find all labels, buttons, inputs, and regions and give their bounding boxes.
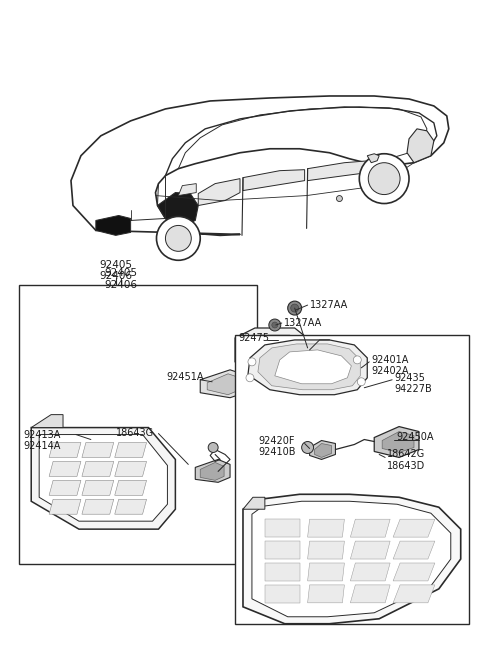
Polygon shape xyxy=(350,519,390,537)
Polygon shape xyxy=(200,370,245,398)
Circle shape xyxy=(156,216,200,260)
Polygon shape xyxy=(308,541,344,559)
Text: 92405: 92405 xyxy=(99,260,132,271)
Polygon shape xyxy=(350,541,390,559)
Polygon shape xyxy=(243,495,461,624)
Polygon shape xyxy=(200,462,224,480)
Polygon shape xyxy=(265,541,300,559)
Polygon shape xyxy=(265,585,300,603)
Polygon shape xyxy=(96,215,131,235)
Circle shape xyxy=(246,374,254,382)
Polygon shape xyxy=(243,170,305,191)
Polygon shape xyxy=(19,285,257,564)
Polygon shape xyxy=(82,480,114,495)
Text: 92405
92406: 92405 92406 xyxy=(104,269,137,290)
Circle shape xyxy=(360,154,409,204)
Polygon shape xyxy=(115,499,146,514)
Circle shape xyxy=(301,357,308,363)
Polygon shape xyxy=(49,443,81,457)
Polygon shape xyxy=(393,519,435,537)
Polygon shape xyxy=(393,541,435,559)
Text: 92475: 92475 xyxy=(238,333,269,343)
Circle shape xyxy=(208,443,218,453)
Polygon shape xyxy=(310,441,336,459)
Polygon shape xyxy=(367,154,379,162)
Polygon shape xyxy=(235,335,468,624)
Text: 18642G
18643D: 18642G 18643D xyxy=(387,449,425,471)
Text: 92401A
92402A: 92401A 92402A xyxy=(371,355,409,377)
Circle shape xyxy=(269,319,281,331)
Polygon shape xyxy=(31,415,63,428)
Polygon shape xyxy=(308,160,369,181)
Polygon shape xyxy=(235,328,310,372)
Circle shape xyxy=(291,304,299,312)
Polygon shape xyxy=(82,499,114,514)
Polygon shape xyxy=(49,480,81,495)
Polygon shape xyxy=(243,497,265,509)
Polygon shape xyxy=(207,374,240,395)
Polygon shape xyxy=(49,461,81,476)
Polygon shape xyxy=(82,443,114,457)
Polygon shape xyxy=(157,193,198,229)
Text: 92420F
92410B: 92420F 92410B xyxy=(258,436,295,457)
Polygon shape xyxy=(374,426,419,457)
Polygon shape xyxy=(179,183,196,196)
Text: 92413A
92414A: 92413A 92414A xyxy=(23,430,60,451)
Circle shape xyxy=(237,339,243,345)
Text: 92451A: 92451A xyxy=(167,372,204,382)
Text: 92406: 92406 xyxy=(99,271,132,281)
Polygon shape xyxy=(308,563,344,581)
Polygon shape xyxy=(407,129,434,162)
Polygon shape xyxy=(350,563,390,581)
Circle shape xyxy=(301,339,308,345)
Polygon shape xyxy=(308,519,344,537)
Circle shape xyxy=(166,225,192,252)
Polygon shape xyxy=(195,459,230,482)
Circle shape xyxy=(353,356,361,364)
Text: 1327AA: 1327AA xyxy=(310,300,348,310)
Polygon shape xyxy=(308,585,344,603)
Polygon shape xyxy=(115,443,146,457)
Polygon shape xyxy=(39,434,168,521)
Polygon shape xyxy=(82,461,114,476)
Circle shape xyxy=(368,162,400,195)
Polygon shape xyxy=(248,340,367,395)
Text: 1327AA: 1327AA xyxy=(284,318,322,328)
Polygon shape xyxy=(115,461,146,476)
Circle shape xyxy=(248,358,256,366)
Circle shape xyxy=(301,441,313,453)
Text: 92450A: 92450A xyxy=(396,432,433,441)
Polygon shape xyxy=(314,443,332,457)
Polygon shape xyxy=(350,585,390,603)
Polygon shape xyxy=(243,335,301,366)
Polygon shape xyxy=(258,344,360,390)
Polygon shape xyxy=(275,350,351,384)
Circle shape xyxy=(357,378,365,386)
Polygon shape xyxy=(31,428,175,529)
Text: 18643G: 18643G xyxy=(116,428,154,438)
Polygon shape xyxy=(115,480,146,495)
Polygon shape xyxy=(49,499,81,514)
Polygon shape xyxy=(198,179,240,206)
Polygon shape xyxy=(393,585,435,603)
Text: 92435
94227B: 92435 94227B xyxy=(394,373,432,394)
Polygon shape xyxy=(382,432,414,453)
Polygon shape xyxy=(265,519,300,537)
Circle shape xyxy=(336,196,342,202)
Circle shape xyxy=(237,357,243,363)
Circle shape xyxy=(272,322,278,328)
Polygon shape xyxy=(252,501,451,617)
Polygon shape xyxy=(265,563,300,581)
Circle shape xyxy=(288,301,301,315)
Polygon shape xyxy=(393,563,435,581)
